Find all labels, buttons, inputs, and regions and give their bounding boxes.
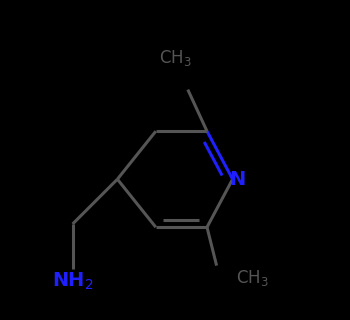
Text: N: N	[229, 170, 246, 189]
Text: NH$_2$: NH$_2$	[52, 271, 93, 292]
Text: CH$_3$: CH$_3$	[159, 48, 191, 68]
Text: CH$_3$: CH$_3$	[236, 268, 268, 288]
